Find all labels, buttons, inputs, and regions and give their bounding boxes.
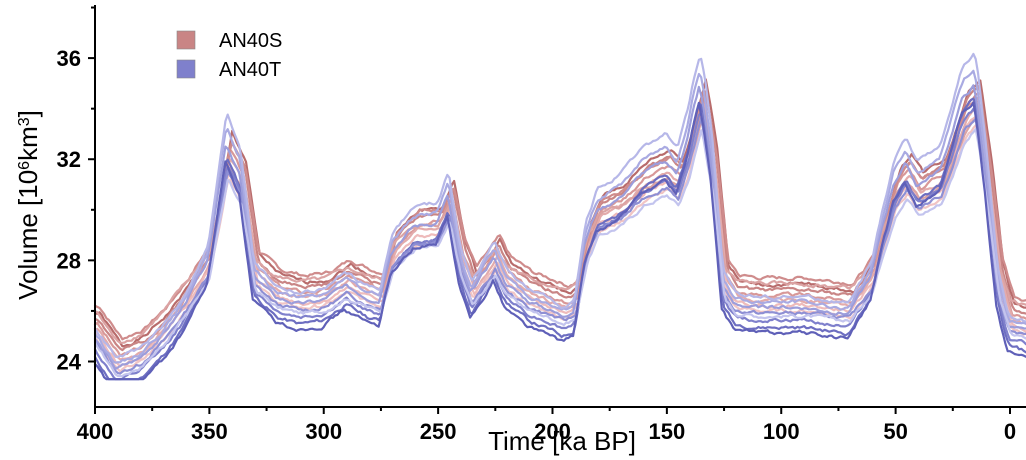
legend-label-an40s: AN40S (219, 30, 282, 52)
legend-swatch-an40s (176, 30, 196, 50)
x-tick-label-250: 250 (420, 419, 457, 444)
x-tick-label-0: 0 (1004, 419, 1016, 444)
series-line-an40t (93, 101, 1026, 381)
y-ticks: 24 28 32 36 (57, 6, 95, 374)
y-axis-label-end: ] (13, 110, 43, 117)
y-axis-label-main: Volume [10 (13, 170, 43, 300)
x-axis-label: Time [ka BP] (488, 426, 636, 456)
y-axis-label-mid: km (13, 126, 43, 161)
legend-swatch-an40t (176, 59, 196, 79)
legend-label-an40t: AN40T (219, 59, 281, 81)
x-tick-label-50: 50 (883, 419, 907, 444)
y-axis-label-sup1: 6 (16, 161, 33, 170)
x-tick-label-200: 200 (534, 419, 571, 444)
series-lines (93, 52, 1026, 381)
y-tick-label-24: 24 (57, 349, 82, 374)
y-tick-label-32: 32 (57, 147, 81, 172)
x-tick-label-100: 100 (763, 419, 800, 444)
x-ticks: 400 350 300 250 200 150 100 50 0 (77, 407, 1016, 444)
x-tick-label-350: 350 (191, 419, 228, 444)
series-line-an40t (93, 52, 1026, 359)
y-axis-label: Volume [106km3] (13, 110, 43, 300)
x-tick-label-150: 150 (649, 419, 686, 444)
x-tick-label-400: 400 (77, 419, 114, 444)
x-tick-label-300: 300 (305, 419, 342, 444)
y-tick-label-36: 36 (57, 46, 81, 71)
y-tick-label-28: 28 (57, 248, 81, 273)
series-line-an40s (93, 92, 1026, 341)
y-axis-label-sup2: 3 (16, 117, 33, 126)
legend: AN40S AN40T (176, 30, 282, 81)
